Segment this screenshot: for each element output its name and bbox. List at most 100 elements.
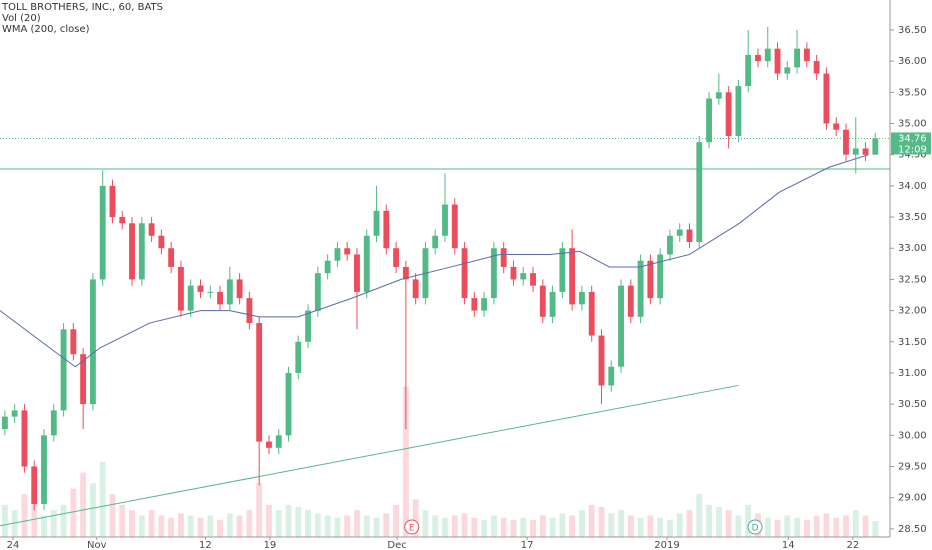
- volume-bar: [305, 510, 312, 537]
- volume-bar: [598, 506, 605, 537]
- volume-bar: [618, 510, 624, 537]
- candle-body: [637, 260, 644, 317]
- x-tick-label: 24: [7, 540, 20, 550]
- event-label: E: [409, 524, 415, 534]
- candle-body: [70, 329, 77, 355]
- volume-bar: [696, 494, 703, 537]
- candle-body: [569, 248, 576, 305]
- candle-body: [217, 291, 223, 305]
- volume-bar: [490, 515, 497, 537]
- volume-bar: [588, 504, 595, 537]
- volume-bar: [158, 515, 165, 537]
- volume-bar: [31, 499, 38, 537]
- candle-body: [803, 48, 810, 62]
- last-price-label: 34.76: [898, 133, 927, 144]
- volume-bar: [872, 520, 879, 537]
- volume-bar: [344, 515, 351, 537]
- candle-body: [402, 266, 409, 280]
- volume-bar: [862, 515, 869, 537]
- volume-bar: [461, 513, 468, 537]
- candle-body: [715, 92, 722, 99]
- volume-bar: [256, 483, 263, 537]
- x-tick-label: 19: [264, 540, 277, 550]
- candle-body: [490, 248, 497, 299]
- volume-bar: [334, 517, 341, 537]
- y-tick-label: 33.50: [898, 212, 927, 223]
- y-tick-label: 35.50: [898, 87, 927, 98]
- volume-bar: [129, 510, 135, 537]
- event-marker: [404, 519, 420, 535]
- y-tick-label: 32.00: [898, 306, 927, 317]
- candle-body: [774, 48, 781, 74]
- volume-bar: [138, 515, 145, 537]
- x-tick-label: Nov: [87, 540, 107, 550]
- candle-body: [354, 254, 360, 292]
- volume-bar: [363, 515, 370, 537]
- volume-bar: [109, 494, 116, 537]
- candle-body: [755, 54, 761, 62]
- volume-bar: [226, 513, 233, 537]
- countdown-label: 12:09: [898, 144, 927, 155]
- y-tick-label: 32.50: [898, 274, 927, 285]
- volume-bar: [774, 519, 781, 537]
- candle-body: [872, 138, 879, 155]
- candle-body: [706, 98, 712, 143]
- x-tick-label: 12: [199, 540, 212, 550]
- y-tick-label: 36.50: [898, 25, 927, 36]
- candle-body: [784, 67, 791, 74]
- volume-bar: [627, 515, 634, 537]
- volume-bar: [148, 510, 155, 537]
- candle-body: [158, 235, 165, 249]
- candle-body: [696, 142, 703, 242]
- candle-body: [41, 435, 47, 504]
- volume-bar: [70, 488, 77, 537]
- candle-body: [344, 248, 351, 255]
- volume-bar: [833, 517, 840, 537]
- candle-body: [520, 273, 527, 280]
- candle-body: [373, 210, 380, 236]
- volume-bar: [217, 519, 223, 537]
- y-tick-label: 30.50: [898, 399, 927, 410]
- candle-body: [539, 285, 546, 317]
- volume-bar: [667, 519, 673, 537]
- candle-body: [305, 310, 312, 342]
- candle-body: [226, 279, 233, 305]
- candle-body: [60, 329, 67, 411]
- volume-bar: [569, 515, 576, 537]
- volume-bar: [266, 504, 272, 537]
- volume-bar: [1, 504, 8, 537]
- candle-body: [80, 354, 87, 405]
- candle-body: [109, 185, 116, 218]
- candle-body: [285, 372, 292, 436]
- candle-body: [530, 273, 536, 286]
- candle-body: [813, 61, 820, 74]
- candle-body: [11, 410, 18, 417]
- volume-bar: [314, 513, 321, 537]
- volume-bar: [549, 517, 556, 537]
- y-tick-label: 29.00: [898, 493, 927, 504]
- candle-body: [843, 129, 849, 155]
- candle-body: [451, 204, 458, 249]
- volume-bar: [637, 517, 644, 537]
- candle-body: [686, 229, 693, 242]
- candle-body: [129, 223, 135, 280]
- volume-bar: [168, 517, 175, 537]
- candle-body: [412, 279, 419, 299]
- candle-body: [667, 235, 673, 255]
- candle-body: [432, 235, 439, 249]
- x-tick-label: 22: [846, 540, 859, 550]
- candle-body: [676, 229, 683, 236]
- candle-body: [207, 291, 214, 293]
- volume-bar: [295, 506, 302, 537]
- candle-body: [657, 254, 664, 299]
- y-tick-label: 36.00: [898, 56, 927, 67]
- candle-body: [119, 217, 126, 224]
- volume-bar: [393, 504, 400, 537]
- candle-body: [138, 223, 145, 280]
- volume-bar: [784, 515, 791, 537]
- candle-body: [764, 48, 771, 62]
- volume-bar: [471, 517, 478, 537]
- volume-bar: [510, 519, 517, 537]
- candle-body: [627, 285, 634, 317]
